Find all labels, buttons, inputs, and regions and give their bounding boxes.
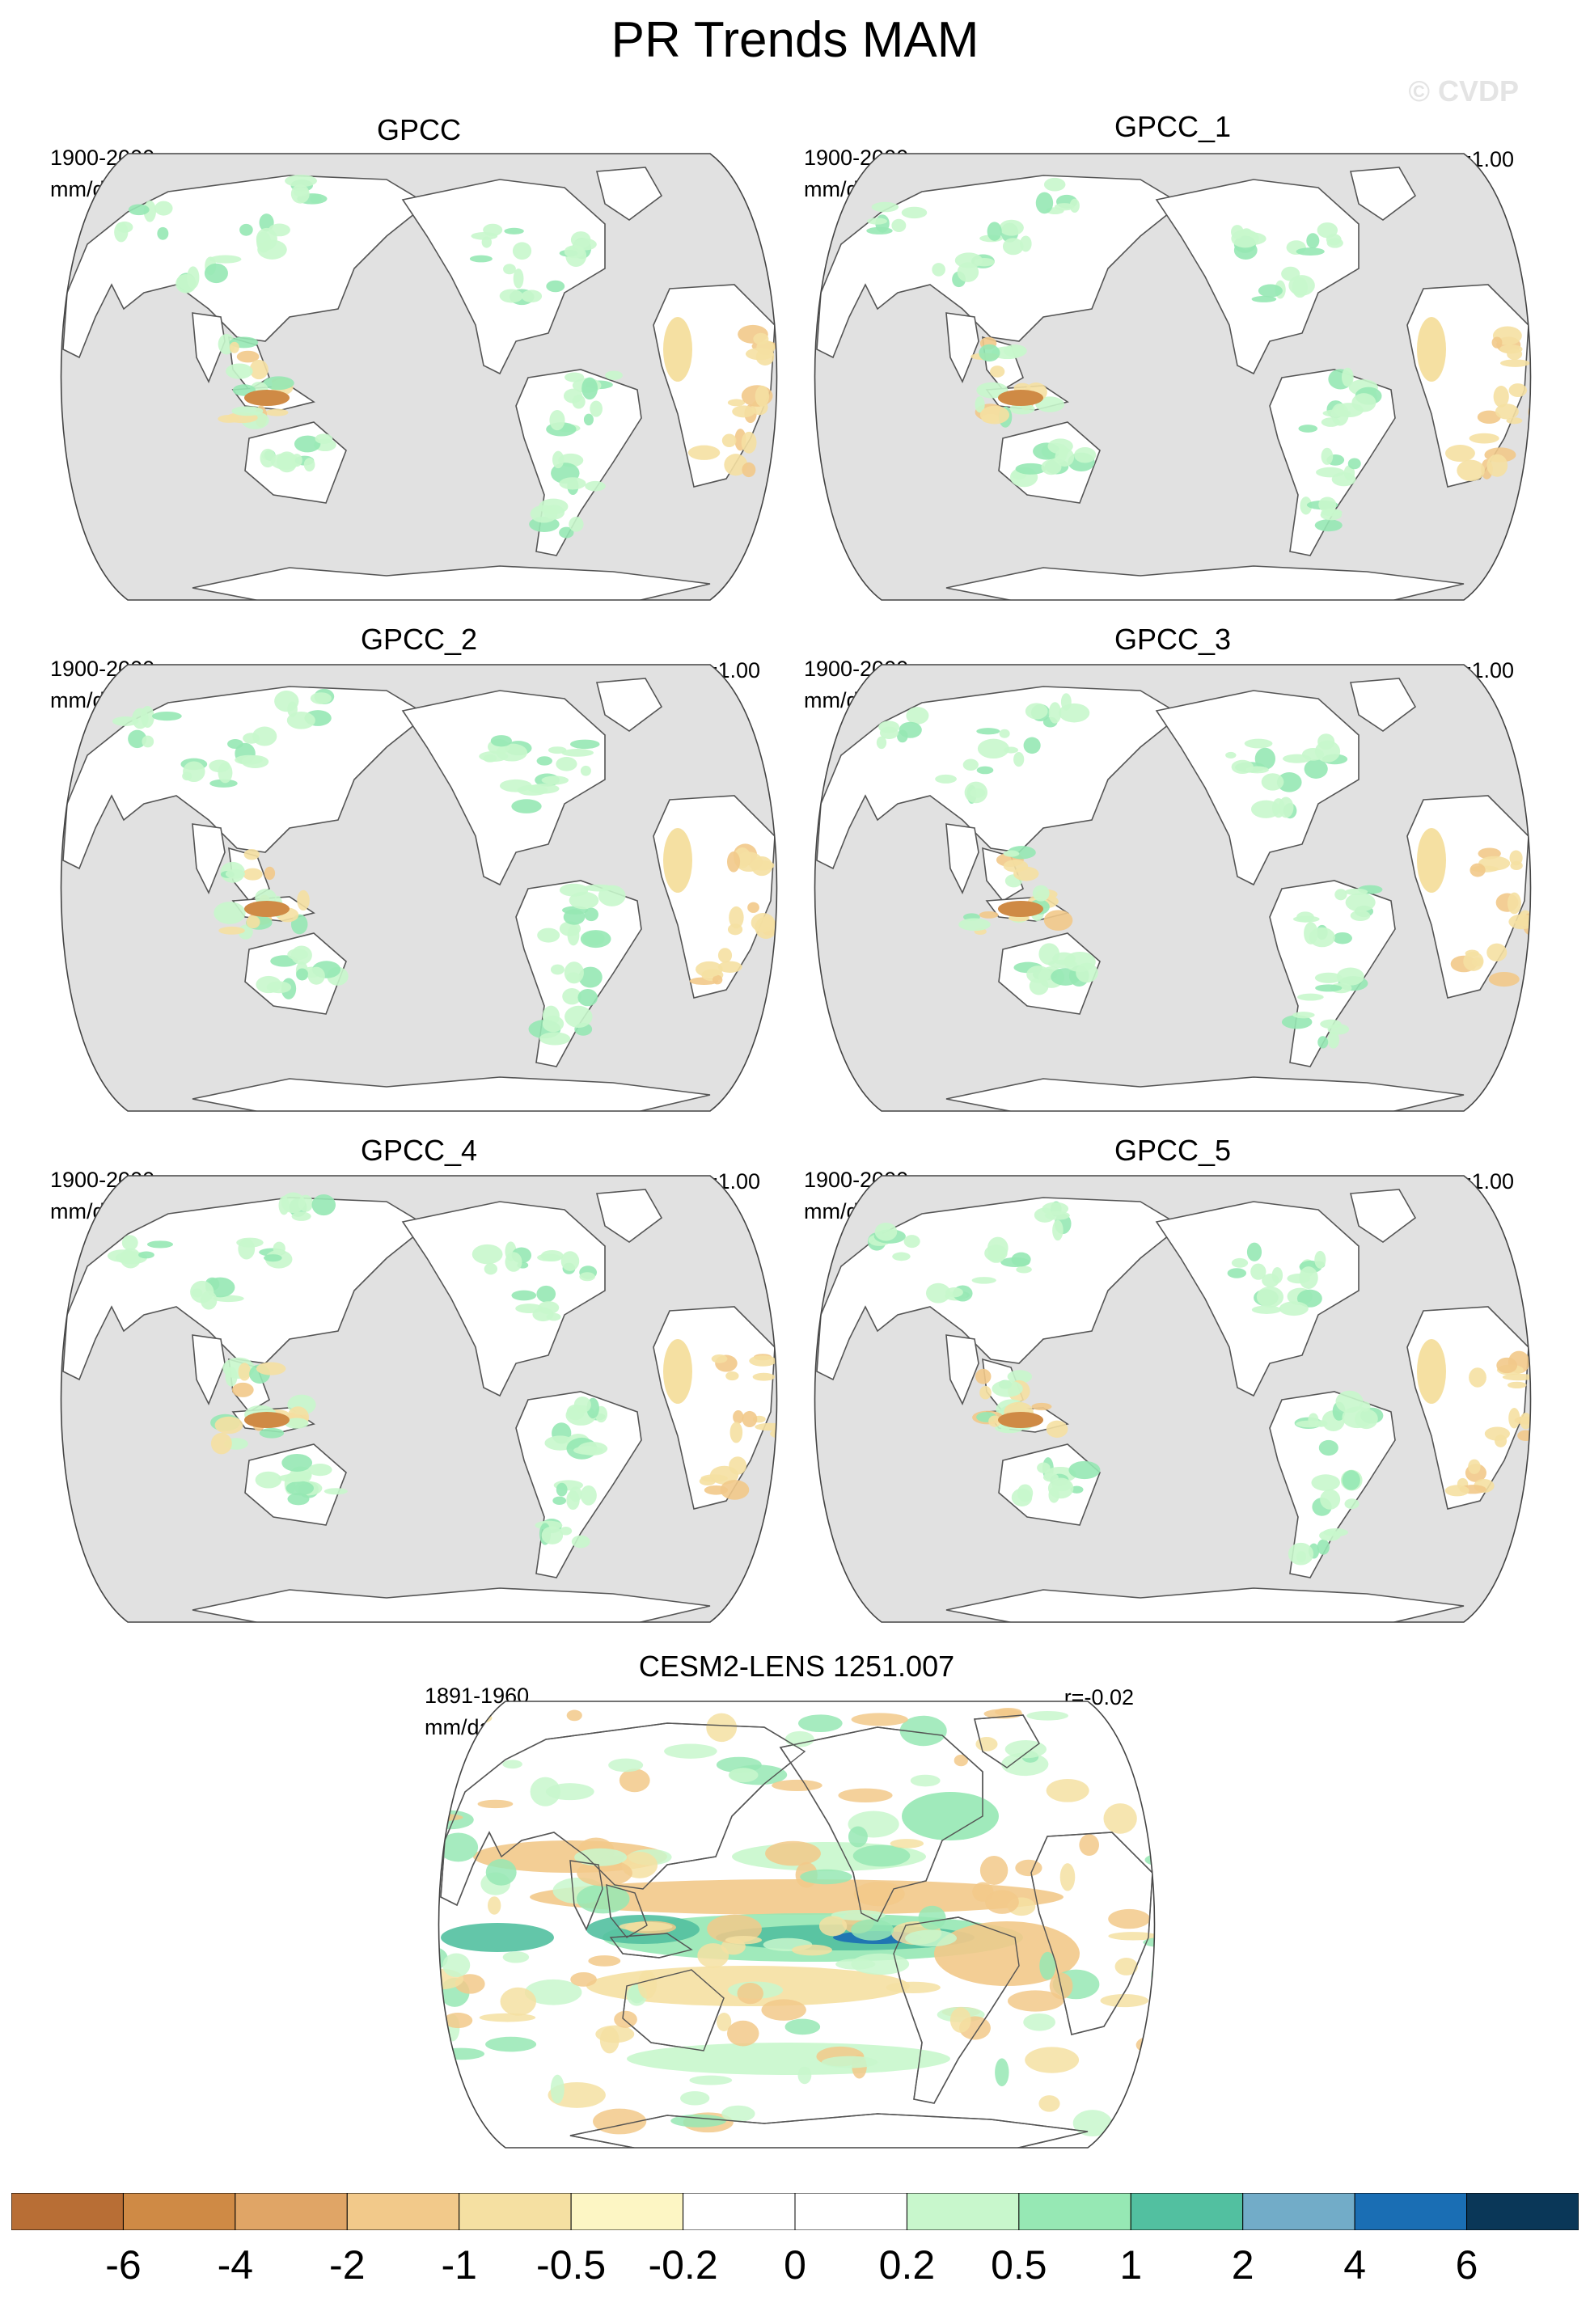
colorbar-tick-label: 0.5 (991, 2242, 1047, 2288)
colorbar-box (459, 2193, 572, 2230)
land-greenland (1349, 1189, 1417, 1243)
robinson-map (814, 1175, 1532, 1623)
trend-anomalies (866, 177, 1531, 532)
land-india (192, 1334, 226, 1405)
land-antarctica (945, 565, 1465, 600)
colorbar-tick-label: 4 (1343, 2242, 1367, 2288)
map-frame (814, 153, 1532, 601)
robinson-map (814, 153, 1532, 601)
trend-anomalies (867, 1201, 1531, 1566)
land-greenland (1349, 167, 1417, 221)
cvdp-watermark: © CVDP (1408, 74, 1519, 108)
land-india (192, 312, 226, 383)
land-greenland (1349, 678, 1417, 732)
trend-anomalies (107, 1192, 777, 1549)
panel-title: GPCC_4 (360, 1134, 478, 1167)
land-india (945, 312, 979, 383)
map-frame (60, 664, 778, 1112)
colorbar (11, 2193, 1579, 2230)
land-antarctica (945, 1076, 1465, 1111)
colorbar-box (1354, 2193, 1468, 2230)
robinson-map (60, 1175, 778, 1623)
map-frame (60, 1175, 778, 1623)
panel-title: GPCC_3 (1114, 623, 1232, 656)
land-eurasia (816, 175, 1182, 359)
map-frame (814, 664, 1532, 1112)
land-antarctica (192, 1076, 711, 1111)
land-northAmerica (1155, 690, 1360, 886)
colorbar-box (683, 2193, 796, 2230)
land-northAmerica (401, 1201, 606, 1397)
colorbar-box (1242, 2193, 1355, 2230)
map-frame (60, 153, 778, 601)
land-northAmerica (401, 179, 606, 375)
colorbar-box (906, 2193, 1020, 2230)
colorbar-tick-label: -4 (217, 2242, 254, 2288)
colorbar-tick-label: 0 (784, 2242, 806, 2288)
colorbar-tick-label: -1 (441, 2242, 477, 2288)
robinson-map (60, 664, 778, 1112)
panel-title: GPCC (376, 113, 461, 146)
colorbar-box (122, 2193, 236, 2230)
land-greenland (595, 1189, 663, 1243)
colorbar-box (1466, 2193, 1579, 2230)
land-india (945, 823, 979, 894)
colorbar-box (346, 2193, 460, 2230)
land-india (192, 823, 226, 894)
colorbar-tick-label: 2 (1231, 2242, 1254, 2288)
trend-anomalies (876, 693, 1531, 1049)
colorbar-tick-label: 1 (1119, 2242, 1143, 2288)
colorbar-box (1130, 2193, 1244, 2230)
colorbar-tick-label: -0.5 (536, 2242, 607, 2288)
colorbar-box (11, 2193, 124, 2230)
land-greenland (595, 167, 663, 221)
colorbar-tick-label: -2 (329, 2242, 366, 2288)
colorbar-box (794, 2193, 907, 2230)
colorbar-tick-label: -6 (105, 2242, 142, 2288)
land-antarctica (945, 1587, 1465, 1622)
land-eurasia (62, 686, 429, 870)
trend-anomalies (112, 688, 777, 1046)
coastlines (440, 1714, 1153, 2148)
panel-title: GPCC_1 (1114, 110, 1232, 143)
robinson-map (60, 153, 778, 601)
robinson-map (814, 664, 1532, 1112)
colorbar-box (235, 2193, 348, 2230)
land-australia (244, 932, 347, 1015)
colorbar-tick-label: 6 (1455, 2242, 1478, 2288)
land-greenland (595, 678, 663, 732)
robinson-map (438, 1701, 1156, 2149)
colorbar-box (570, 2193, 684, 2230)
land-antarctica (192, 1587, 711, 1622)
colorbar-tick-label: -0.2 (648, 2242, 718, 2288)
trend-anomalies (114, 174, 777, 539)
figure-title: PR Trends MAM (611, 12, 979, 68)
colorbar-tick-label: 0.2 (878, 2242, 936, 2288)
land-antarctica (192, 565, 711, 600)
land-northAmerica (1155, 179, 1360, 375)
land-india (945, 1334, 979, 1405)
panel-title: CESM2-LENS 1251.007 (638, 1650, 955, 1683)
map-frame (814, 1175, 1532, 1623)
panel-title: GPCC_2 (360, 623, 478, 656)
land-eurasia (62, 175, 429, 359)
colorbar-box (1018, 2193, 1131, 2230)
map-frame (438, 1701, 1156, 2149)
panel-title: GPCC_5 (1114, 1134, 1232, 1167)
